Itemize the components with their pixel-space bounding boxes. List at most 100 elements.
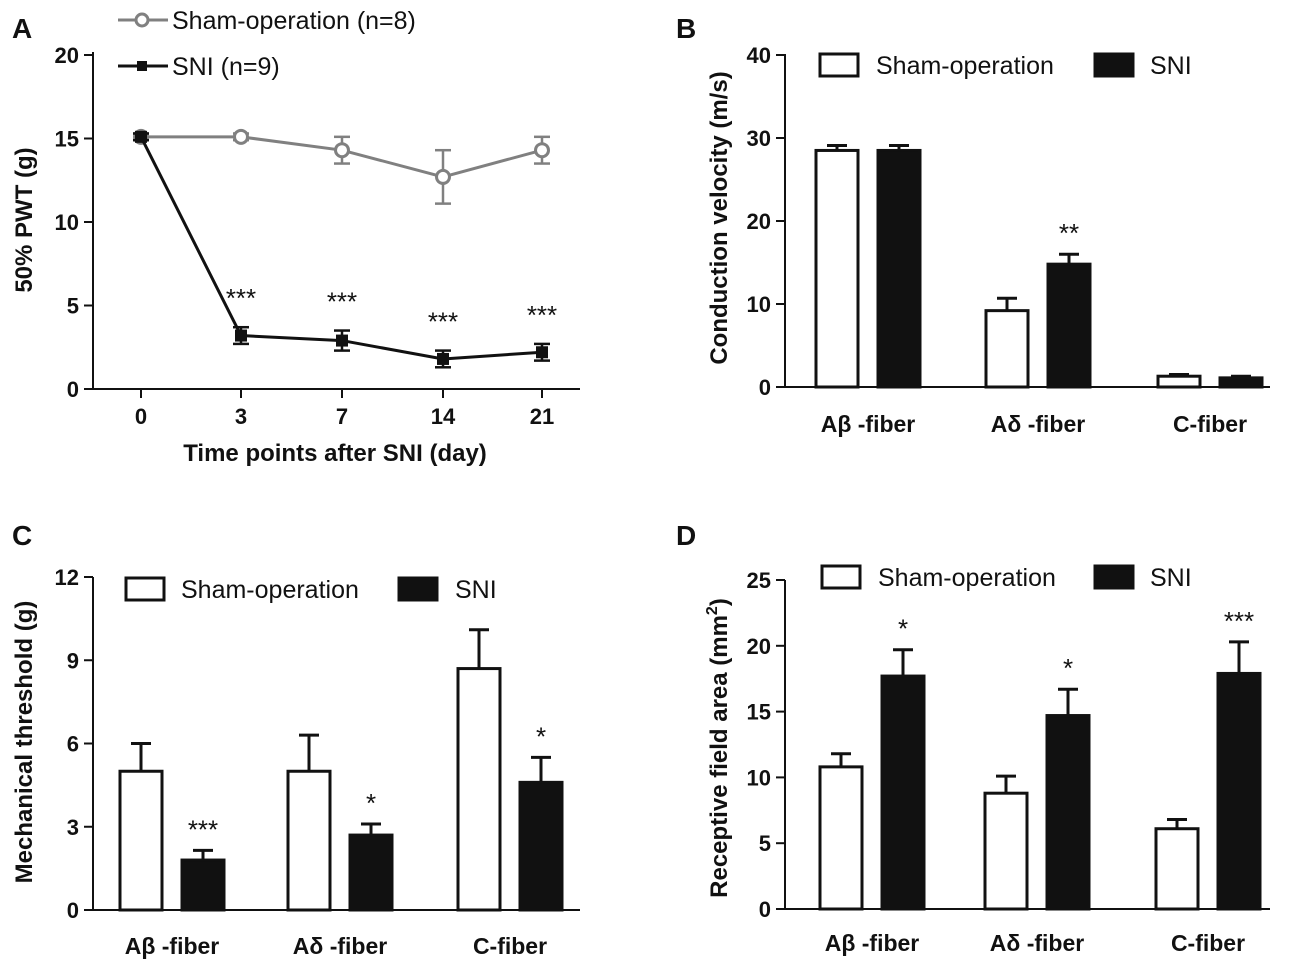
panel-b-plot: 0 10 20 30 40 Aβ -fiber Aδ -fiber C-fiber ** [747, 43, 1264, 437]
significance-marker: *** [226, 283, 256, 313]
bar-sham [983, 791, 1029, 911]
panel-b-category-label: C-fiber [1173, 411, 1247, 437]
panel-c-category-label: Aδ -fiber [293, 933, 387, 959]
legend-sni-label: SNI [1150, 564, 1192, 592]
significance-marker: *** [527, 300, 557, 330]
panel-d-category-label: C-fiber [1171, 930, 1245, 956]
bar-sni [1216, 671, 1262, 911]
panel-a: A 0 5 10 15 20 0 3 7 14 21 *** *** *** *** 50% PWT (g… [11, 7, 580, 467]
panel-c-y-tick-label: 6 [67, 732, 79, 757]
panel-letter-a: A [12, 13, 32, 44]
significance-marker: * [1063, 653, 1073, 683]
series-sham-point [435, 168, 451, 185]
panel-b-y-tick-label: 0 [759, 375, 771, 400]
panel-b-y-tick-label: 40 [747, 43, 771, 68]
legend-sni-swatch [397, 576, 439, 602]
panel-b-y-tick-label: 10 [747, 292, 771, 317]
panel-b-y-axis-title: Conduction velocity (m/s) [706, 71, 733, 364]
bar-sni [1045, 714, 1091, 911]
series-sni-line [139, 136, 543, 361]
bar-sham [1156, 374, 1202, 389]
panel-a-y-tick-label: 5 [67, 294, 79, 319]
panel-d-category-label: Aβ -fiber [825, 930, 920, 956]
panel-a-x-tick-label: 7 [336, 404, 348, 429]
bar-sham [286, 769, 332, 912]
bar-sham [814, 148, 860, 389]
panel-c-y-tick-label: 9 [67, 648, 79, 673]
panel-a-y-tick-label: 10 [55, 210, 79, 235]
legend-sni-swatch [1093, 564, 1135, 590]
significance-marker: *** [188, 814, 218, 844]
panel-a-x-tick-label: 14 [431, 404, 456, 429]
panel-c-category-label: Aβ -fiber [125, 933, 220, 959]
panel-a-y-tick-label: 0 [67, 377, 79, 402]
panel-c-y-tick-label: 12 [55, 565, 79, 590]
significance-marker: * [898, 614, 908, 644]
legend-sni-label: SNI [1150, 52, 1192, 80]
bar-sni [1218, 376, 1264, 389]
panel-d-y-tick-label: 10 [747, 765, 771, 790]
series-sham-point [233, 128, 249, 145]
bar-sni [518, 780, 564, 912]
significance-marker: *** [428, 307, 458, 337]
panel-d-y-tick-label: 15 [747, 700, 771, 725]
legend-sham-label: Sham-operation (n=8) [172, 7, 416, 35]
panel-a-x-tick-label: 3 [235, 404, 247, 429]
significance-marker: * [536, 721, 546, 751]
panel-a-y-tick-label: 15 [55, 127, 79, 152]
panel-b-legend: Sham-operation SNI [818, 52, 1192, 80]
panel-c-y-tick-label: 3 [67, 815, 79, 840]
bar-sham [818, 765, 864, 911]
legend-sni-label: SNI [455, 576, 497, 604]
panel-d-y-axis-title-sup: 2 [704, 606, 721, 615]
legend-sham-label: Sham-operation [181, 576, 359, 604]
bar-sham [456, 667, 502, 912]
bar-sham [1154, 827, 1200, 911]
bar-sni [880, 674, 926, 911]
panel-d-legend: Sham-operation SNI [820, 564, 1192, 592]
panel-a-x-tick-label: 21 [530, 404, 554, 429]
panel-c-y-tick-label: 0 [67, 898, 79, 923]
series-sni-point [135, 130, 147, 143]
bar-sham [984, 309, 1030, 389]
bar-sni [876, 148, 922, 389]
panel-b-y-tick-label: 30 [747, 126, 771, 151]
panel-a-legend: Sham-operation (n=8) SNI (n=9) [118, 7, 416, 81]
panel-a-plot: 0 5 10 15 20 0 3 7 14 21 *** *** *** *** [55, 43, 558, 429]
panel-letter-d: D [676, 520, 696, 551]
panel-a-x-tick-label: 0 [135, 404, 147, 429]
legend-sham-swatch [818, 52, 860, 78]
significance-marker: ** [1059, 218, 1079, 248]
significance-marker: * [366, 788, 376, 818]
panel-d-y-axis-title-tail: ) [706, 598, 733, 606]
series-sham-point [534, 142, 550, 159]
panel-d-y-tick-label: 25 [747, 568, 771, 593]
panel-d-y-tick-label: 20 [747, 634, 771, 659]
legend-sham-label: Sham-operation [878, 564, 1056, 592]
panel-letter-b: B [676, 13, 696, 44]
legend-sni-swatch [1093, 52, 1135, 78]
panel-b: B 0 10 20 30 40 Aβ -fiber Aδ -fiber C-fiber ** C… [676, 13, 1270, 437]
panel-letter-c: C [12, 520, 32, 551]
legend-sham-swatch [124, 576, 166, 602]
panel-a-y-axis-title: 50% PWT (g) [11, 147, 38, 292]
bar-sni [180, 858, 226, 912]
panel-d-y-axis-title-main: Receptive field area (mm [706, 615, 733, 898]
panel-b-y-tick-label: 20 [747, 209, 771, 234]
bar-sni [348, 833, 394, 912]
panel-d-y-tick-label: 5 [759, 831, 771, 856]
bar-sham [118, 769, 164, 912]
panel-a-y-tick-label: 20 [55, 43, 79, 68]
series-sni-point [536, 346, 548, 359]
panel-d-y-tick-label: 0 [759, 897, 771, 922]
legend-sham-swatch [820, 564, 862, 590]
legend-sham-label: Sham-operation [876, 52, 1054, 80]
panel-c-legend: Sham-operation SNI [124, 576, 497, 604]
panel-c-y-axis-title: Mechanical threshold (g) [11, 601, 38, 884]
bar-sni [1046, 262, 1092, 389]
panel-d-category-label: Aδ -fiber [990, 930, 1084, 956]
